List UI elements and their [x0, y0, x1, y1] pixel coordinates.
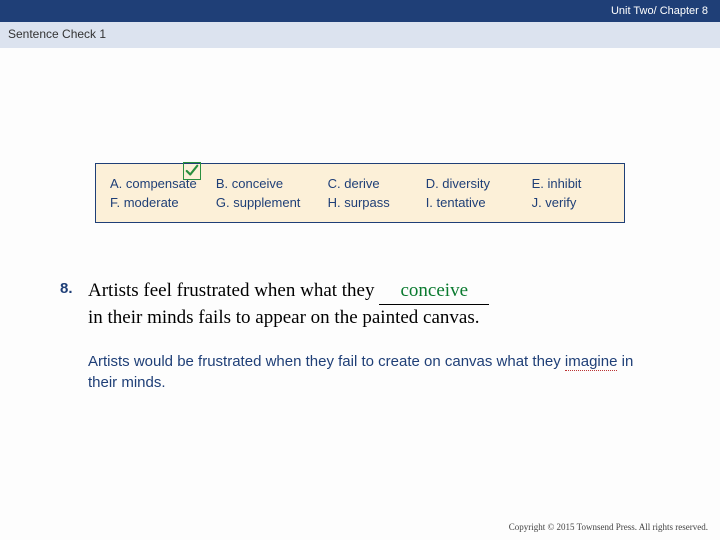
vocab-j: J. verify: [532, 193, 610, 212]
question-block: 8. Artists feel frustrated when what the…: [60, 278, 660, 330]
vocab-c: C. derive: [328, 174, 426, 193]
question-number: 8.: [60, 278, 88, 330]
question-after: in their minds fails to appear on the pa…: [88, 307, 480, 328]
vocab-f: F. moderate: [110, 193, 216, 212]
explanation-text: Artists would be frustrated when they fa…: [88, 352, 660, 393]
explain-part1: Artists would be frustrated when they fa…: [88, 353, 565, 370]
answer-blank: conceive: [379, 278, 489, 305]
unit-chapter-label: Unit Two/ Chapter 8: [611, 5, 708, 17]
section-title-bar: Sentence Check 1: [0, 22, 720, 48]
copyright-footer: Copyright © 2015 Townsend Press. All rig…: [509, 522, 708, 532]
question-before: Artists feel frustrated when what they: [88, 280, 379, 301]
vocab-box: A. compensate B. conceive C. derive D. d…: [95, 163, 625, 223]
vocab-b: B. conceive: [216, 174, 328, 193]
header-bar: Unit Two/ Chapter 8: [0, 0, 720, 22]
explain-highlight: imagine: [565, 353, 618, 371]
section-title: Sentence Check 1: [8, 27, 106, 41]
vocab-row-2: F. moderate G. supplement H. surpass I. …: [110, 193, 610, 212]
checkmark-icon: [183, 162, 201, 180]
vocab-i: I. tentative: [426, 193, 532, 212]
vocab-g: G. supplement: [216, 193, 328, 212]
vocab-e: E. inhibit: [532, 174, 610, 193]
vocab-d: D. diversity: [426, 174, 532, 193]
question-text: Artists feel frustrated when what they c…: [88, 278, 489, 330]
vocab-h: H. surpass: [328, 193, 426, 212]
